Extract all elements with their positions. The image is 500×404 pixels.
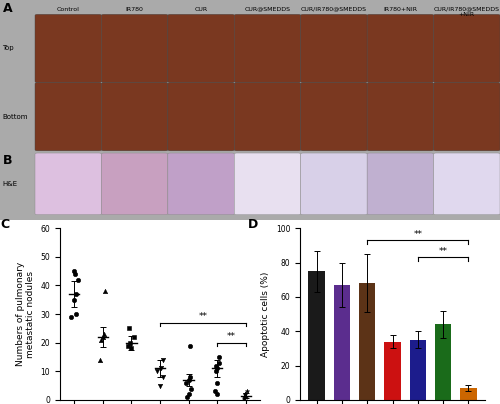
Text: CUR: CUR <box>194 6 207 12</box>
Point <box>182 380 190 386</box>
Point <box>152 368 160 375</box>
FancyBboxPatch shape <box>367 153 434 215</box>
Point <box>74 276 82 283</box>
FancyBboxPatch shape <box>234 14 300 82</box>
Point <box>70 297 78 303</box>
Point <box>215 354 223 360</box>
Bar <box>359 283 376 400</box>
Point <box>184 377 192 383</box>
Point <box>68 314 76 320</box>
Point <box>72 291 80 297</box>
Point <box>186 342 194 349</box>
Point <box>212 362 220 369</box>
Point <box>213 365 221 372</box>
FancyBboxPatch shape <box>168 82 234 151</box>
Point <box>240 394 248 400</box>
FancyBboxPatch shape <box>367 82 434 151</box>
Point <box>72 311 80 318</box>
FancyBboxPatch shape <box>35 153 102 215</box>
Text: C: C <box>0 218 9 231</box>
Point <box>240 395 248 402</box>
Text: **: ** <box>227 332 236 341</box>
Point <box>124 342 132 349</box>
Bar <box>384 341 400 400</box>
Point <box>213 391 221 398</box>
Bar <box>410 340 426 400</box>
Y-axis label: Numbers of pulmonary
metastatic nodules: Numbers of pulmonary metastatic nodules <box>16 262 35 366</box>
FancyBboxPatch shape <box>234 153 300 215</box>
Bar <box>435 324 452 400</box>
Point <box>99 334 107 340</box>
Text: Top: Top <box>2 45 14 51</box>
FancyBboxPatch shape <box>102 82 168 151</box>
Point <box>156 365 164 372</box>
FancyBboxPatch shape <box>434 14 500 82</box>
FancyBboxPatch shape <box>168 153 234 215</box>
FancyBboxPatch shape <box>168 14 234 82</box>
FancyBboxPatch shape <box>35 14 102 82</box>
Point <box>100 331 108 337</box>
Point <box>212 368 220 375</box>
Text: **: ** <box>198 312 207 321</box>
Point <box>97 337 105 343</box>
FancyBboxPatch shape <box>35 82 102 151</box>
Text: H&E: H&E <box>2 181 18 187</box>
Point <box>101 288 109 295</box>
Point <box>96 357 104 363</box>
Y-axis label: Apoptotic cells (%): Apoptotic cells (%) <box>261 271 270 357</box>
Text: **: ** <box>438 247 448 256</box>
Text: B: B <box>2 154 12 167</box>
Point <box>185 391 193 398</box>
Text: CUR@SMEDDS: CUR@SMEDDS <box>244 6 290 12</box>
FancyBboxPatch shape <box>102 153 168 215</box>
Point <box>213 380 221 386</box>
Text: CUR/IR780@SMEDDS
+NIR: CUR/IR780@SMEDDS +NIR <box>434 6 500 17</box>
Point <box>126 345 134 351</box>
FancyBboxPatch shape <box>434 153 500 215</box>
Point <box>70 268 78 274</box>
Text: Bottom: Bottom <box>2 114 28 120</box>
Point <box>126 325 134 332</box>
Point <box>159 357 167 363</box>
Bar <box>334 285 350 400</box>
Point <box>130 334 138 340</box>
Text: CUR/IR780@SMEDDS: CUR/IR780@SMEDDS <box>301 6 367 12</box>
Point <box>188 385 196 392</box>
Point <box>241 391 249 398</box>
Text: D: D <box>248 218 258 231</box>
Point <box>159 374 167 380</box>
Text: IR780: IR780 <box>126 6 144 12</box>
Text: IR780+NIR: IR780+NIR <box>384 6 418 12</box>
FancyBboxPatch shape <box>300 14 367 82</box>
FancyBboxPatch shape <box>367 14 434 82</box>
Point <box>211 388 219 395</box>
Point <box>70 271 78 277</box>
FancyBboxPatch shape <box>102 14 168 82</box>
Point <box>182 394 190 400</box>
Bar <box>308 271 325 400</box>
Text: A: A <box>2 2 12 15</box>
Point <box>242 391 250 398</box>
Point <box>243 388 251 395</box>
Point <box>216 360 224 366</box>
FancyBboxPatch shape <box>300 82 367 151</box>
Text: Control: Control <box>57 6 80 12</box>
Point <box>242 394 250 400</box>
FancyBboxPatch shape <box>234 82 300 151</box>
Text: **: ** <box>414 229 422 238</box>
FancyBboxPatch shape <box>434 82 500 151</box>
FancyBboxPatch shape <box>300 153 367 215</box>
Bar <box>460 388 476 400</box>
Point <box>126 339 134 346</box>
Point <box>186 374 194 380</box>
Point <box>156 383 164 389</box>
